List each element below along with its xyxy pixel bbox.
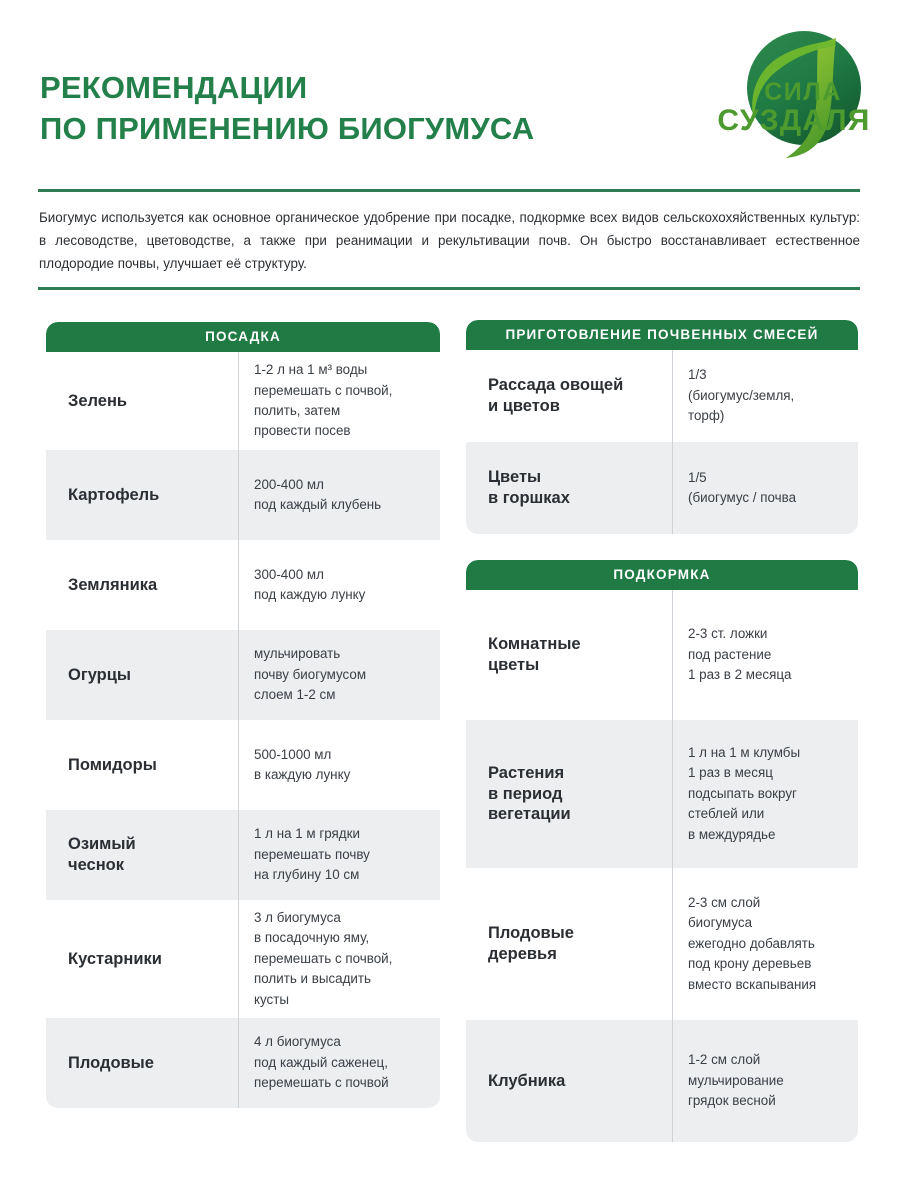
brand-logo: СИЛА СУЗДАЛЯ <box>706 26 878 174</box>
table-row: Кустарники 3 л биогумуса в посадочную яму… <box>46 900 440 1018</box>
row-dosage-text: 3 л биогумуса в посадочную яму, перемеша… <box>254 910 393 1007</box>
row-dosage-text: 1 л на 1 м грядки перемешать почву на гл… <box>254 826 370 883</box>
table-row: Земляника 300-400 мл под каждую лунку <box>46 540 440 630</box>
row-dosage-text: 2-3 ст. ложки под растение 1 раз в 2 мес… <box>688 626 792 683</box>
row-crop-name: Клубника <box>488 1071 566 1090</box>
intro-paragraph: Биогумус используется как основное орган… <box>39 210 860 272</box>
page-title: РЕКОМЕНДАЦИИ ПО ПРИМЕНЕНИЮ БИОГУМУСА <box>40 70 535 146</box>
logo-text-line1: СИЛА <box>764 78 842 106</box>
row-crop-name: Озимый чеснок <box>68 835 136 874</box>
table-planting-heading: ПОСАДКА <box>46 322 440 352</box>
row-crop-name: Кустарники <box>68 949 162 968</box>
logo-leaf-icon <box>752 40 836 122</box>
table-row: Клубника 1-2 см слой мульчирование грядок… <box>466 1020 858 1142</box>
table-row: Плодовые 4 л биогумуса под каждый саженец… <box>46 1018 440 1108</box>
column-divider <box>238 352 239 1108</box>
row-crop-name: Земляника <box>68 575 158 594</box>
row-dosage-text: 200-400 мл под каждый клубень <box>254 476 382 512</box>
table-row: Огурцы мульчировать почву биогумусом слое… <box>46 630 440 720</box>
row-crop-name: Огурцы <box>68 665 131 684</box>
table-row: Цветы в горшках 1/5 (биогумус / почва <box>466 442 858 534</box>
table-feeding-heading: ПОДКОРМКА <box>466 560 858 590</box>
row-dosage-text: 1-2 л на 1 м³ воды перемешать с почвой, … <box>254 362 393 439</box>
row-dosage-text: 1-2 см слой мульчирование грядок весной <box>688 1052 784 1109</box>
row-dosage-text: 1/5 (биогумус / почва <box>688 469 797 505</box>
row-crop-name: Плодовые деревья <box>488 924 574 963</box>
column-divider <box>672 590 673 1142</box>
divider-rule-top <box>38 189 860 192</box>
table-feeding: ПОДКОРМКА Комнатные цветы 2-3 ст. ложки п… <box>466 560 858 1142</box>
row-crop-name: Картофель <box>68 485 160 504</box>
table-planting-body: Зелень 1-2 л на 1 м³ воды перемешать с по… <box>46 352 440 1108</box>
table-row: Помидоры 500-1000 мл в каждую лунку <box>46 720 440 810</box>
table-row: Озимый чеснок 1 л на 1 м грядки перемешат… <box>46 810 440 900</box>
row-crop-name: Рассада овощей и цветов <box>488 376 624 415</box>
logo-sprout-icon <box>786 38 836 158</box>
logo-text-line2: СУЗДАЛЯ <box>717 104 870 137</box>
row-dosage-text: 1 л на 1 м клумбы 1 раз в месяц подсыпат… <box>688 745 801 842</box>
page-header: РЕКОМЕНДАЦИИ ПО ПРИМЕНЕНИЮ БИОГУМУСА <box>0 0 900 190</box>
row-dosage-text: 300-400 мл под каждую лунку <box>254 566 366 602</box>
row-dosage-text: мульчировать почву биогумусом слоем 1-2 … <box>254 646 367 703</box>
row-crop-name: Плодовые <box>68 1053 154 1072</box>
table-feeding-body: Комнатные цветы 2-3 ст. ложки под растени… <box>466 590 858 1142</box>
column-divider <box>672 350 673 534</box>
row-dosage-text: 1/3 (биогумус/земля, торф) <box>688 367 795 424</box>
row-crop-name: Комнатные цветы <box>488 635 581 674</box>
row-dosage-text: 500-1000 мл в каждую лунку <box>254 746 351 782</box>
row-crop-name: Зелень <box>68 391 128 410</box>
row-crop-name: Растения в период вегетации <box>488 763 571 824</box>
table-row: Картофель 200-400 мл под каждый клубень <box>46 450 440 540</box>
row-dosage-text: 2-3 см слой биогумуса ежегодно добавлять… <box>688 895 817 992</box>
table-row: Растения в период вегетации 1 л на 1 м кл… <box>466 720 858 868</box>
table-soil-mixtures-heading: ПРИГОТОВЛЕНИЕ ПОЧВЕННЫХ СМЕСЕЙ <box>466 320 858 350</box>
table-soil-mixtures-body: Рассада овощей и цветов 1/3 (биогумус/зем… <box>466 350 858 534</box>
table-row: Комнатные цветы 2-3 ст. ложки под растени… <box>466 590 858 720</box>
table-row: Плодовые деревья 2-3 см слой биогумуса еж… <box>466 868 858 1020</box>
table-soil-mixtures: ПРИГОТОВЛЕНИЕ ПОЧВЕННЫХ СМЕСЕЙ Рассада о… <box>466 320 858 534</box>
row-crop-name: Цветы в горшках <box>488 468 570 507</box>
table-row: Рассада овощей и цветов 1/3 (биогумус/зем… <box>466 350 858 442</box>
row-crop-name: Помидоры <box>68 755 157 774</box>
row-dosage-text: 4 л биогумуса под каждый саженец, переме… <box>254 1034 389 1091</box>
divider-rule-bottom <box>38 287 860 290</box>
table-row: Зелень 1-2 л на 1 м³ воды перемешать с по… <box>46 352 440 450</box>
table-planting: ПОСАДКА Зелень 1-2 л на 1 м³ воды перемеш… <box>46 322 440 1108</box>
